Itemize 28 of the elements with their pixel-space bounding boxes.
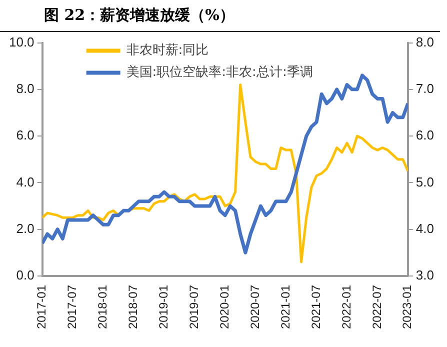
y2-tick-label: 7.0 xyxy=(416,81,434,96)
x-tick-label: 2022-01 xyxy=(339,284,354,330)
y-tick-label: 2.0 xyxy=(16,220,34,236)
x-tick-label: 2021-07 xyxy=(308,284,323,330)
x-tick-label: 2022-07 xyxy=(370,284,384,330)
legend-label: 非农时薪:同比 xyxy=(126,43,209,58)
y2-tick-label: 8.0 xyxy=(416,34,434,50)
y2-tick-label: 3.0 xyxy=(416,268,434,283)
y2-tick-label: 6.0 xyxy=(416,128,434,143)
x-tick-label: 2019-01 xyxy=(156,284,170,330)
x-tick-label: 2019-07 xyxy=(186,284,201,330)
y2-tick-label: 4.0 xyxy=(416,220,434,236)
x-tick-label: 2021-01 xyxy=(278,284,292,330)
x-tick-label: 2020-07 xyxy=(248,284,262,330)
y-tick-label: 4.0 xyxy=(16,174,34,190)
x-tick-label: 2018-07 xyxy=(126,284,140,330)
x-tick-label: 2023-01 xyxy=(400,284,414,330)
y-tick-label: 6.0 xyxy=(16,128,34,143)
x-tick-label: 2018-01 xyxy=(96,284,110,330)
chart-title: 图 22：薪资增速放缓（%） xyxy=(0,0,440,32)
y-tick-label: 10.0 xyxy=(8,34,34,50)
y2-tick-label: 5.0 xyxy=(416,174,434,190)
x-tick-label: 2017-07 xyxy=(65,284,80,330)
legend-label: 美国:职位空缺率:非农:总计:季调 xyxy=(126,64,313,80)
x-tick-label: 2017-01 xyxy=(34,284,49,330)
y-tick-label: 0.0 xyxy=(16,268,34,283)
x-tick-label: 2020-01 xyxy=(217,284,232,330)
y-tick-label: 8.0 xyxy=(16,81,34,96)
